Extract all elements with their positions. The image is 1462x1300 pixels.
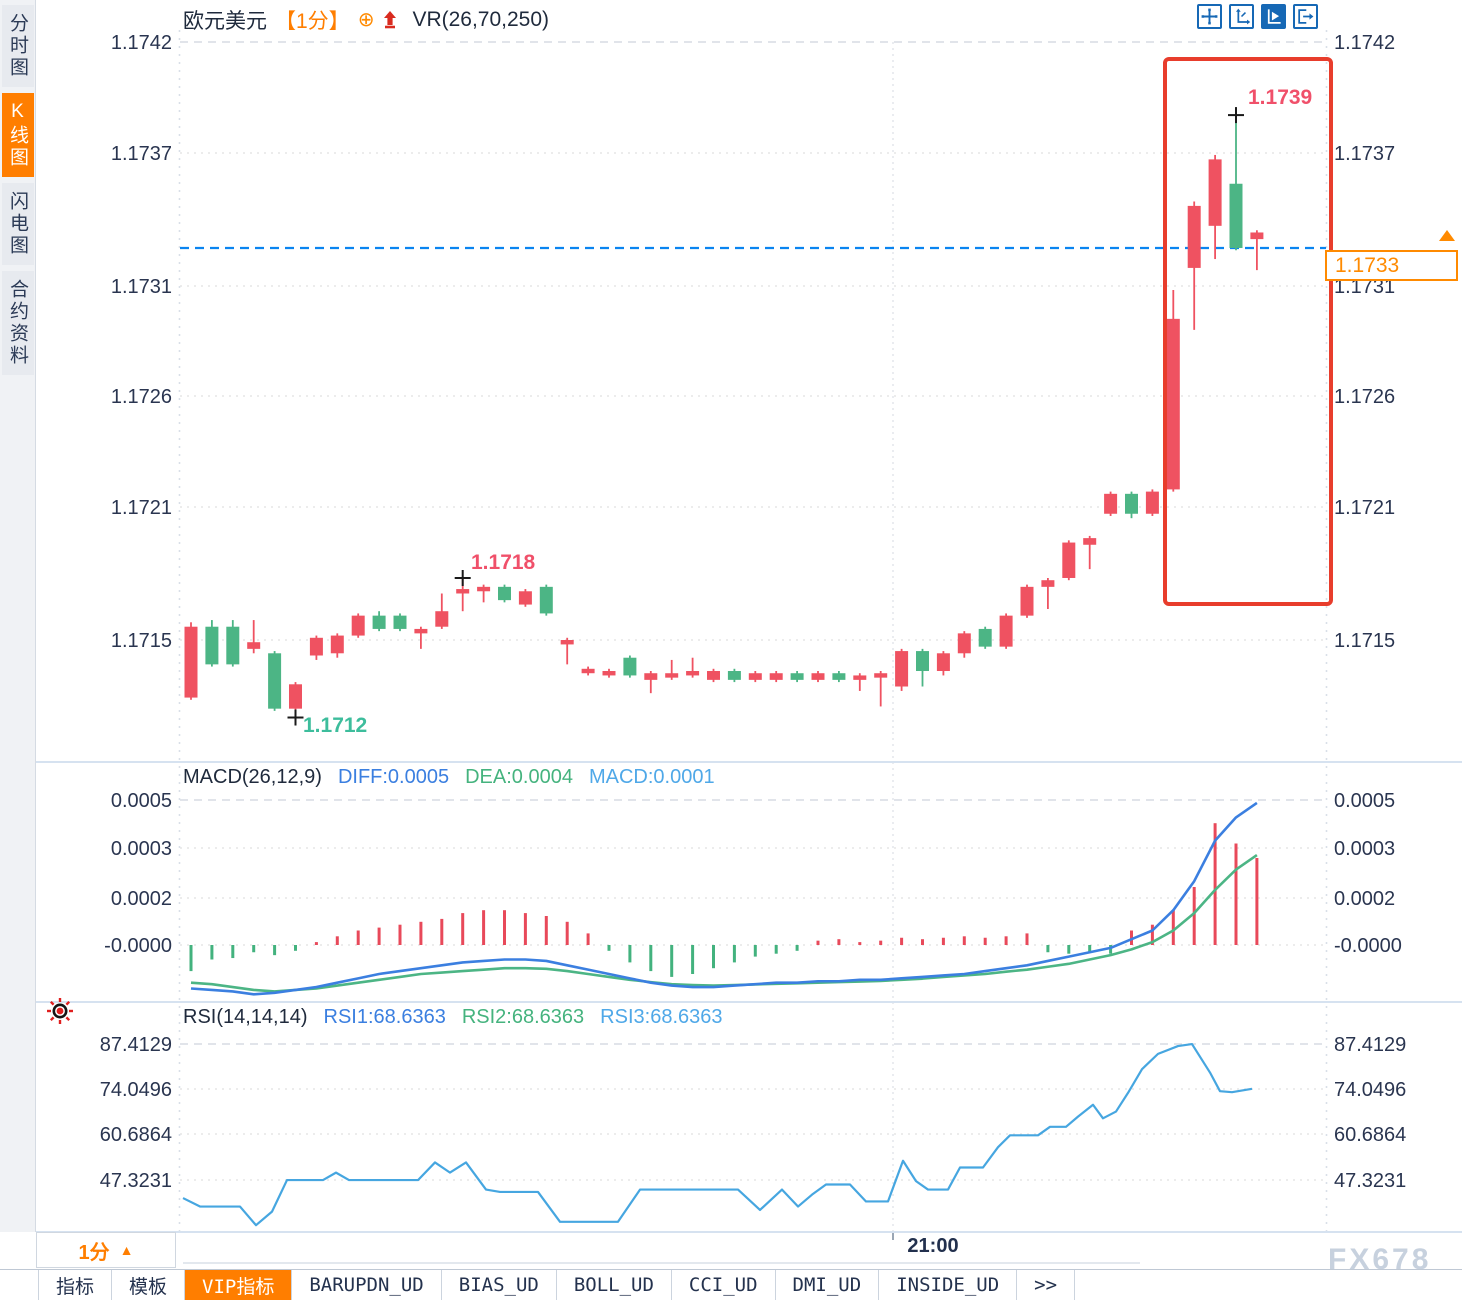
bottom-tab-5[interactable]: BOLL_UD [557, 1270, 672, 1300]
exit-chart-icon[interactable] [1293, 4, 1318, 29]
svg-text:0.0002: 0.0002 [1334, 888, 1395, 910]
svg-text:74.0496: 74.0496 [1334, 1079, 1406, 1101]
svg-text:-0.0000: -0.0000 [1334, 935, 1402, 957]
svg-text:1.1715: 1.1715 [111, 630, 172, 652]
macd-params-label: MACD(26,12,9) [183, 766, 322, 788]
svg-text:-0.0000: -0.0000 [104, 935, 172, 957]
rsi2-readout: RSI2:68.6363 [461, 1006, 585, 1028]
bottom-tab-4[interactable]: BIAS_UD [442, 1270, 557, 1300]
svg-text:60.6864: 60.6864 [1334, 1124, 1406, 1146]
chart-header: 欧元美元 【1分】 ⊕ VR(26,70,250) [183, 5, 549, 35]
bottom-tab-2[interactable]: VIP指标 [185, 1270, 293, 1300]
sidebar-item-2[interactable]: 闪电图 [1, 183, 34, 265]
svg-text:1.1731: 1.1731 [111, 276, 172, 298]
svg-text:0.0002: 0.0002 [111, 888, 172, 910]
period-selector-label: 1分 [78, 1241, 110, 1264]
svg-text:47.3231: 47.3231 [100, 1170, 172, 1192]
bottom-tab-3[interactable]: BARUPDN_UD [292, 1270, 442, 1300]
svg-text:0.0005: 0.0005 [111, 790, 172, 812]
macd-header: MACD(26,12,9) DIFF:0.0005 DEA:0.0004 MAC… [183, 766, 715, 789]
chart-toolbar [1197, 4, 1318, 29]
x-axis-time-label: 21:00 [907, 1235, 959, 1257]
svg-text:1.1742: 1.1742 [111, 32, 172, 54]
svg-text:0.0005: 0.0005 [1334, 790, 1395, 812]
period-up-arrow-icon: ▲ [119, 1242, 134, 1258]
sidebar-item-1[interactable]: K线图 [1, 93, 34, 177]
alert-sun-icon[interactable] [45, 996, 75, 1031]
bottom-tab-1[interactable]: 模板 [112, 1270, 186, 1300]
bottom-tab-6[interactable]: CCI_UD [672, 1270, 776, 1300]
svg-text:1.1721: 1.1721 [1334, 497, 1395, 519]
bottom-tab-9[interactable]: >> [1017, 1270, 1076, 1300]
bottom-tab-7[interactable]: DMI_UD [776, 1270, 880, 1300]
svg-text:1.1718: 1.1718 [471, 551, 536, 574]
axis-scale-icon[interactable] [1229, 4, 1254, 29]
sidebar: 分时图 K线图闪电图合约资料 [0, 0, 36, 1232]
rsi3-readout: RSI3:68.6363 [600, 1006, 723, 1028]
macd-diff-readout: DIFF:0.0005 [337, 766, 450, 788]
svg-text:1.1715: 1.1715 [1334, 630, 1395, 652]
svg-text:0.0003: 0.0003 [111, 838, 172, 860]
rsi1-readout: RSI1:68.6363 [323, 1006, 446, 1028]
pointer-tool-icon[interactable] [1261, 4, 1286, 29]
svg-text:1.1726: 1.1726 [111, 386, 172, 408]
svg-text:1.1712: 1.1712 [303, 714, 367, 737]
trend-up-icon [382, 10, 398, 30]
vr-indicator-label: VR(26,70,250) [412, 8, 550, 31]
price-up-arrow-icon [1439, 230, 1455, 241]
bottom-tab-8[interactable]: INSIDE_UD [879, 1270, 1018, 1300]
svg-text:60.6864: 60.6864 [100, 1124, 172, 1146]
period-label: 【1分】 [275, 10, 350, 33]
sidebar-item-3[interactable]: 合约资料 [1, 271, 34, 375]
svg-text:0.0003: 0.0003 [1334, 838, 1395, 860]
svg-text:1.1726: 1.1726 [1334, 386, 1395, 408]
svg-text:1.1731: 1.1731 [1334, 276, 1395, 298]
svg-text:74.0496: 74.0496 [100, 1079, 172, 1101]
rsi-header: RSI(14,14,14) RSI1:68.6363 RSI2:68.6363 … [183, 1006, 723, 1029]
svg-text:1.1739: 1.1739 [1248, 86, 1312, 109]
current-price-tag: 1.1733 [1325, 250, 1458, 281]
sidebar-item-0[interactable]: 分时图 [1, 5, 34, 87]
macd-macd-readout: MACD:0.0001 [588, 766, 715, 788]
rsi-params-label: RSI(14,14,14) [183, 1006, 308, 1028]
svg-text:87.4129: 87.4129 [1334, 1034, 1406, 1056]
bottom-tab-0[interactable]: 指标 [38, 1270, 113, 1300]
svg-text:1.1737: 1.1737 [1334, 143, 1395, 165]
macd-dea-readout: DEA:0.0004 [465, 766, 573, 788]
pan-icon[interactable] [1197, 4, 1222, 29]
bottom-tab-bar: 指标 模板 VIP指标 BARUPDN_UD BIAS_UD BOLL_UD CCI_UD D… [0, 1269, 1462, 1300]
svg-text:1.1737: 1.1737 [111, 143, 172, 165]
svg-text:1.1742: 1.1742 [1334, 32, 1395, 54]
svg-text:87.4129: 87.4129 [100, 1034, 172, 1056]
svg-text:47.3231: 47.3231 [1334, 1170, 1406, 1192]
period-selector[interactable]: 1分 ▲ [36, 1232, 176, 1268]
symbol-title: 欧元美元 [183, 10, 267, 33]
svg-text:1.1721: 1.1721 [111, 497, 172, 519]
add-indicator-icon[interactable]: ⊕ [357, 9, 375, 31]
